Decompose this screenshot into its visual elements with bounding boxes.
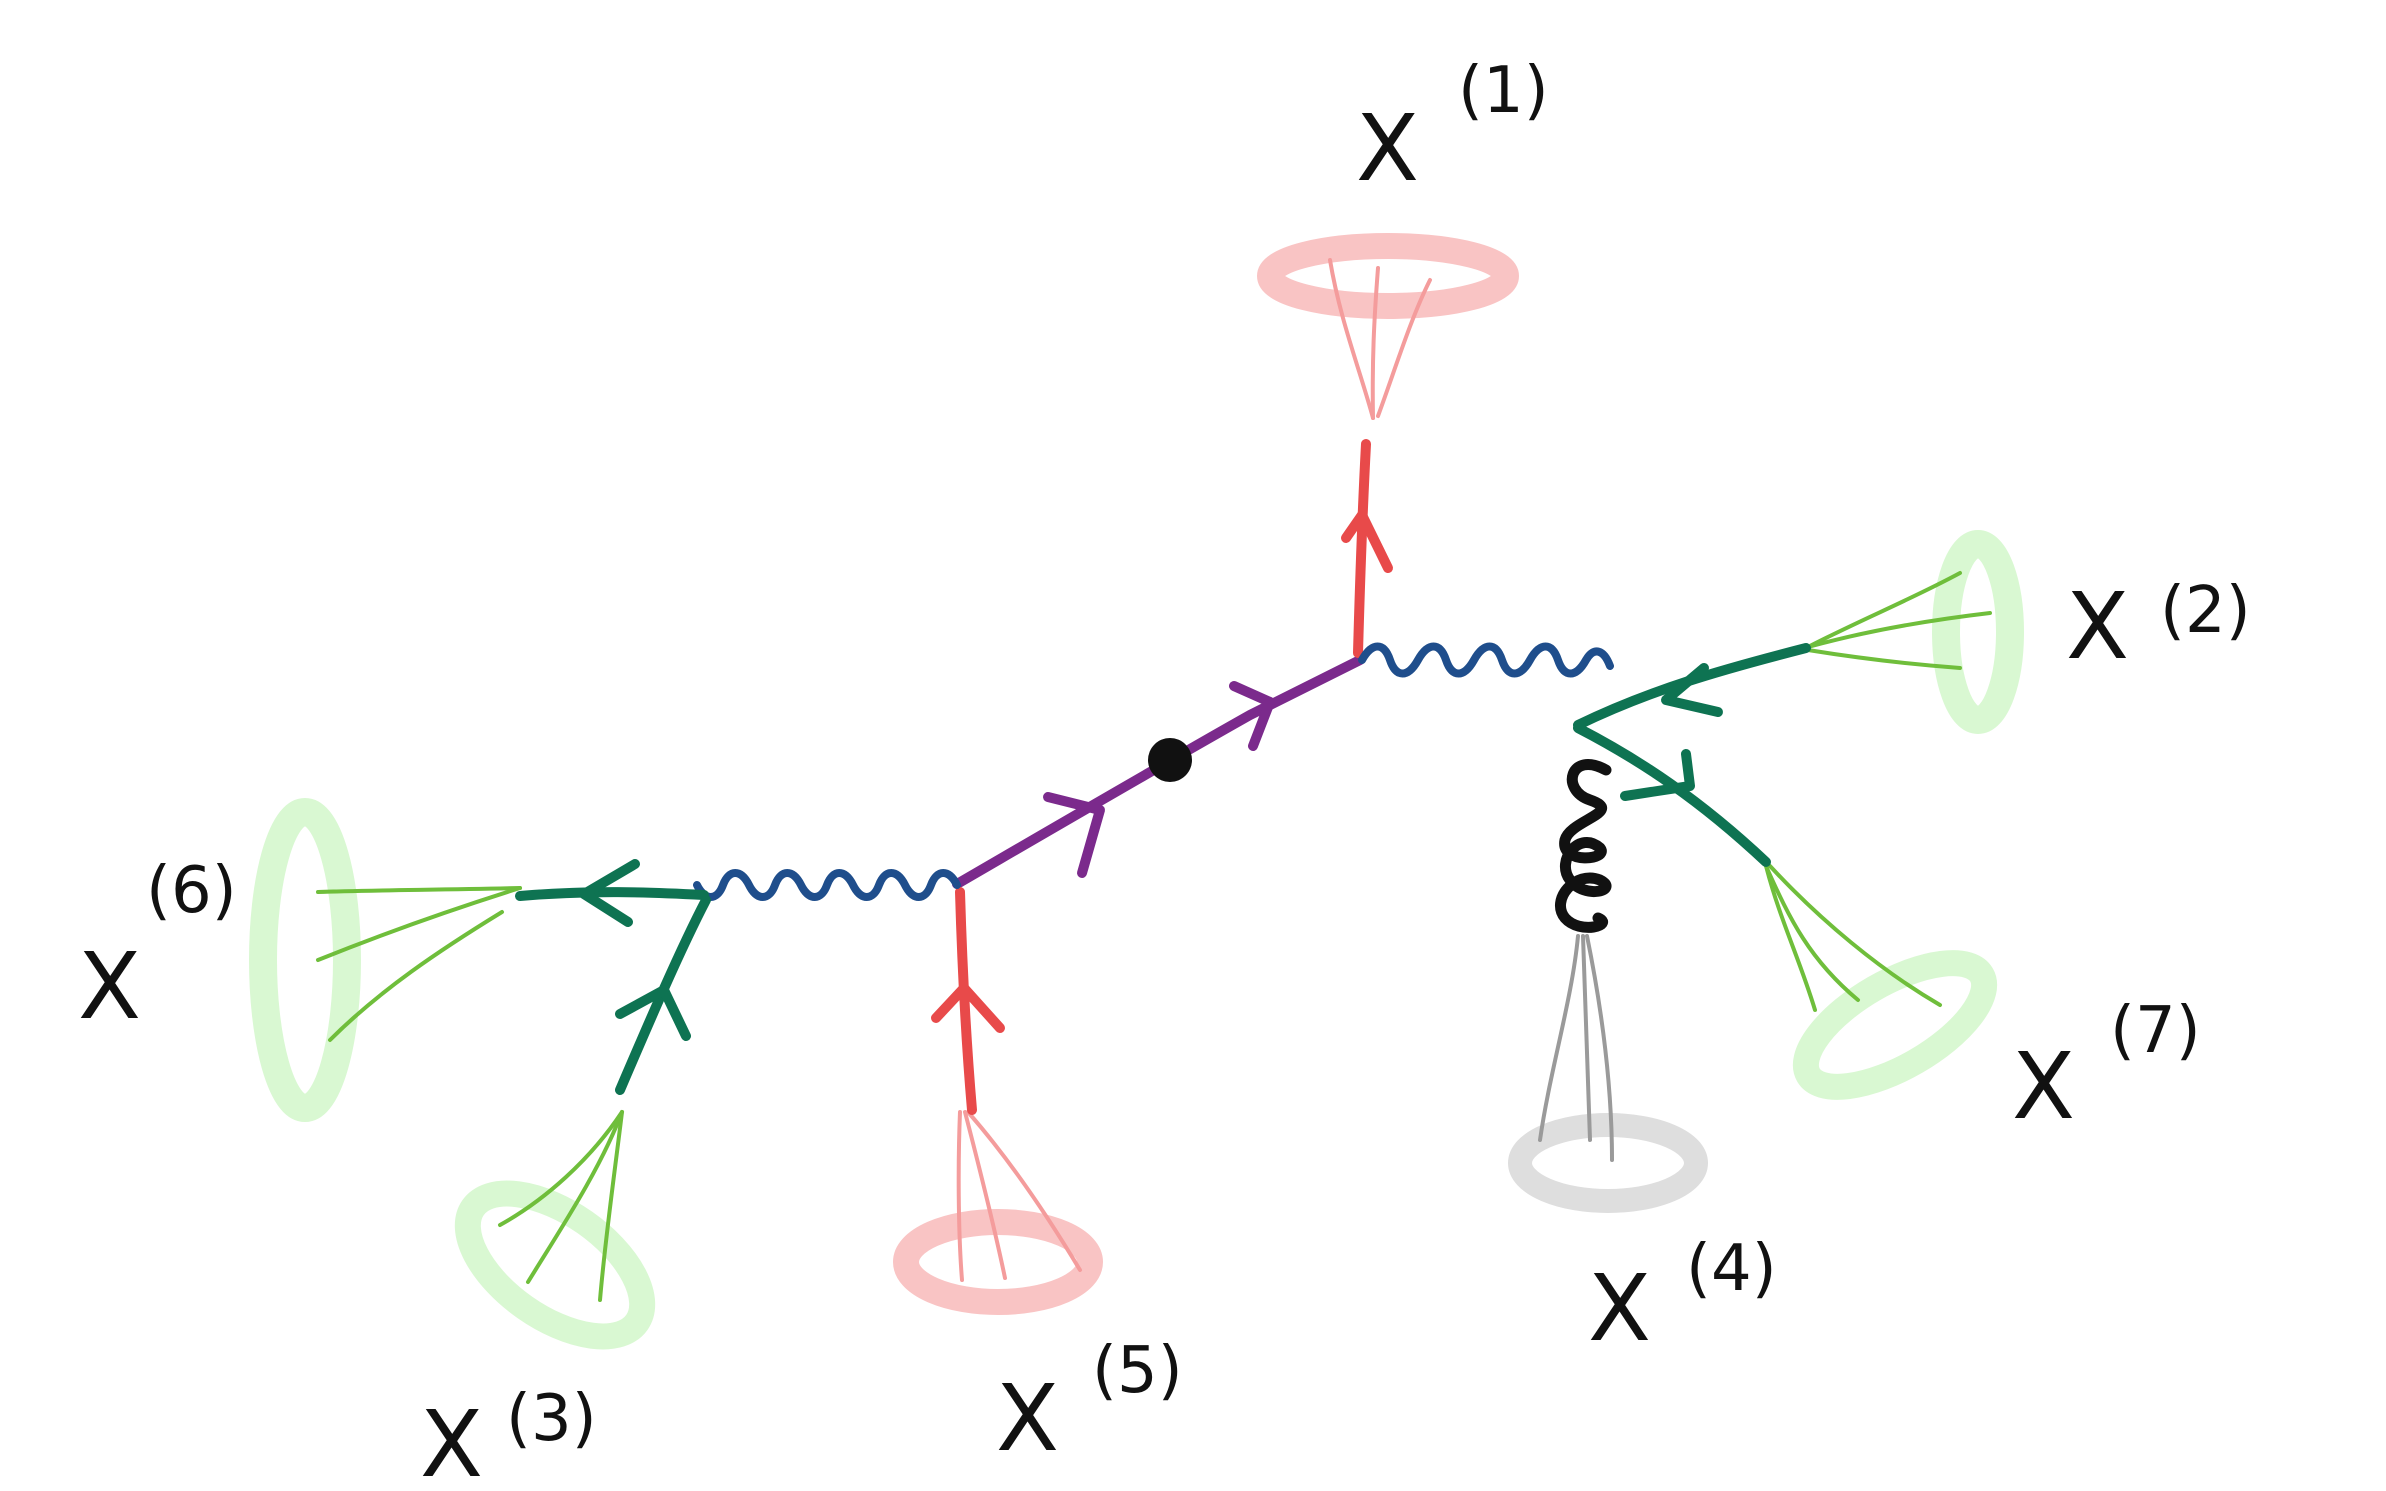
halos [249, 233, 2024, 1350]
label-x4-base: X [1588, 1255, 1651, 1362]
arrow-icon [1229, 681, 1275, 751]
label-x4: X (4) [1588, 1232, 1777, 1362]
halo-x6 [249, 798, 361, 1122]
cone-x5 [956, 1110, 1082, 1282]
label-x1-base: X [1356, 95, 1419, 202]
cone-x3 [498, 1110, 624, 1302]
photon-left [693, 869, 961, 901]
label-x4-sup: (4) [1686, 1232, 1777, 1306]
arrow-icon [1661, 663, 1723, 717]
arrow-icon [579, 859, 640, 927]
cone-x2 [1806, 571, 1992, 670]
photon-right [1358, 642, 1614, 678]
vertex-icon [1148, 738, 1192, 782]
halo-x1 [1257, 233, 1519, 319]
label-x7: X (7) [2012, 994, 2201, 1140]
cone-x7 [1764, 864, 1942, 1012]
arrow-icon [615, 985, 691, 1041]
halo-x4 [1508, 1113, 1708, 1213]
label-x3: X (3) [420, 1382, 597, 1491]
green-fermion-x7 [1573, 723, 1771, 867]
cone-x4 [1538, 934, 1614, 1162]
jet-cones [316, 258, 1992, 1302]
label-x5: X (5) [996, 1334, 1183, 1472]
label-x3-base: X [420, 1391, 483, 1491]
label-x1: X (1) [1356, 54, 1549, 202]
label-x1-sup: (1) [1458, 54, 1549, 128]
arrow-icon [1620, 749, 1695, 801]
arrowheads [579, 510, 1723, 1041]
green-fermion-x6 [515, 887, 709, 901]
central-fermion-line [952, 655, 1365, 889]
propagators [515, 439, 1811, 1115]
arrow-icon [1043, 792, 1105, 878]
label-x3-sup: (3) [506, 1382, 597, 1456]
arrow-icon [1341, 510, 1393, 573]
label-x2-base: X [2066, 573, 2129, 680]
label-x7-base: X [2012, 1033, 2075, 1140]
label-x5-base: X [996, 1365, 1059, 1472]
halo-x2 [1932, 530, 2024, 734]
halo-x5 [893, 1209, 1103, 1315]
green-fermion-x2 [1573, 643, 1811, 730]
halo-x7 [1792, 950, 1998, 1100]
label-x6-sup: (6) [146, 854, 237, 928]
label-x6-base: X [78, 933, 141, 1040]
labels: X (1) X (2) X (7) X (4) X (5) X (3) X (6… [78, 54, 2251, 1491]
cone-x1 [1328, 258, 1432, 420]
halo-x3 [454, 1180, 656, 1350]
red-fermion-x5 [955, 887, 977, 1115]
label-x6: X (6) [78, 854, 237, 1040]
label-x2: X (2) [2066, 573, 2251, 680]
label-x2-sup: (2) [2160, 574, 2251, 648]
red-fermion-x1 [1353, 439, 1371, 658]
cone-x6 [316, 886, 522, 1042]
label-x7-sup: (7) [2110, 994, 2201, 1068]
arrow-icon [931, 983, 1005, 1033]
gluon-line [1555, 759, 1612, 933]
label-x5-sup: (5) [1092, 1334, 1183, 1408]
